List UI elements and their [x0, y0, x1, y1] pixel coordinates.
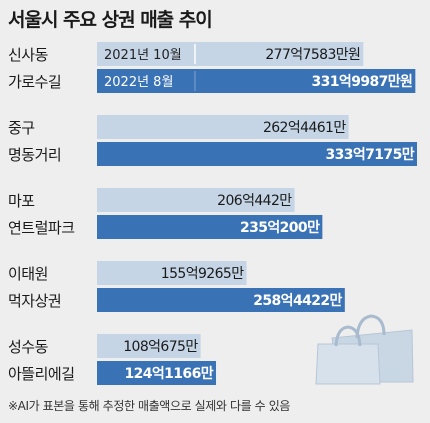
footnote: ※AI가 표본을 통해 추정한 매출액으로 실제와 다를 수 있음 [8, 399, 291, 413]
value-label-2021-10: 277억7583만원 [265, 47, 360, 63]
value-label-2021-10: 206억442만 [217, 193, 292, 209]
category-label: 이태원 [8, 265, 48, 283]
chart-title: 서울시 주요 상권 매출 추이 [8, 9, 213, 31]
value-label-2022-08: 235억200만 [240, 220, 320, 236]
bar-2022-08 [97, 361, 217, 385]
category-label: 연트럴파크 [8, 219, 75, 237]
bar-2022-08 [97, 69, 416, 93]
category-label: 성수동 [8, 338, 49, 356]
category-label: 먹자상권 [8, 292, 61, 310]
bar-2021-10 [97, 188, 295, 212]
bar-2021-10 [97, 115, 349, 139]
value-label-2022-08: 333억7175만 [325, 147, 414, 163]
category-label: 중구 [8, 119, 35, 137]
shopping-bags-icon [315, 314, 414, 385]
category-label: 명동거리 [8, 146, 61, 164]
legend-2021-10: 2021년 10월 [104, 48, 182, 63]
category-label: 가로수길 [8, 73, 61, 91]
value-label-2022-08: 124억1166만 [124, 366, 213, 382]
category-label: 마포 [8, 192, 35, 210]
bar-2022-08 [97, 142, 417, 166]
value-label-2021-10: 155억9265만 [161, 266, 244, 282]
value-label-2022-08: 331억9987만원 [312, 74, 413, 90]
bar-2021-10 [97, 42, 364, 66]
shopping-bag-front-icon [315, 343, 381, 385]
value-label-2022-08: 258억4422만 [253, 293, 342, 309]
category-label: 신사동 [8, 46, 49, 64]
bar-2022-08 [97, 215, 323, 239]
value-label-2021-10: 108억675만 [123, 339, 198, 355]
category-label: 아뜰리에길 [8, 365, 75, 383]
bar-2021-10 [97, 334, 201, 358]
bar-2021-10 [97, 261, 247, 285]
value-label-2021-10: 262억4461만 [263, 120, 346, 136]
legend-2022-08: 2022년 8월 [104, 75, 173, 90]
bar-2022-08 [97, 288, 345, 312]
